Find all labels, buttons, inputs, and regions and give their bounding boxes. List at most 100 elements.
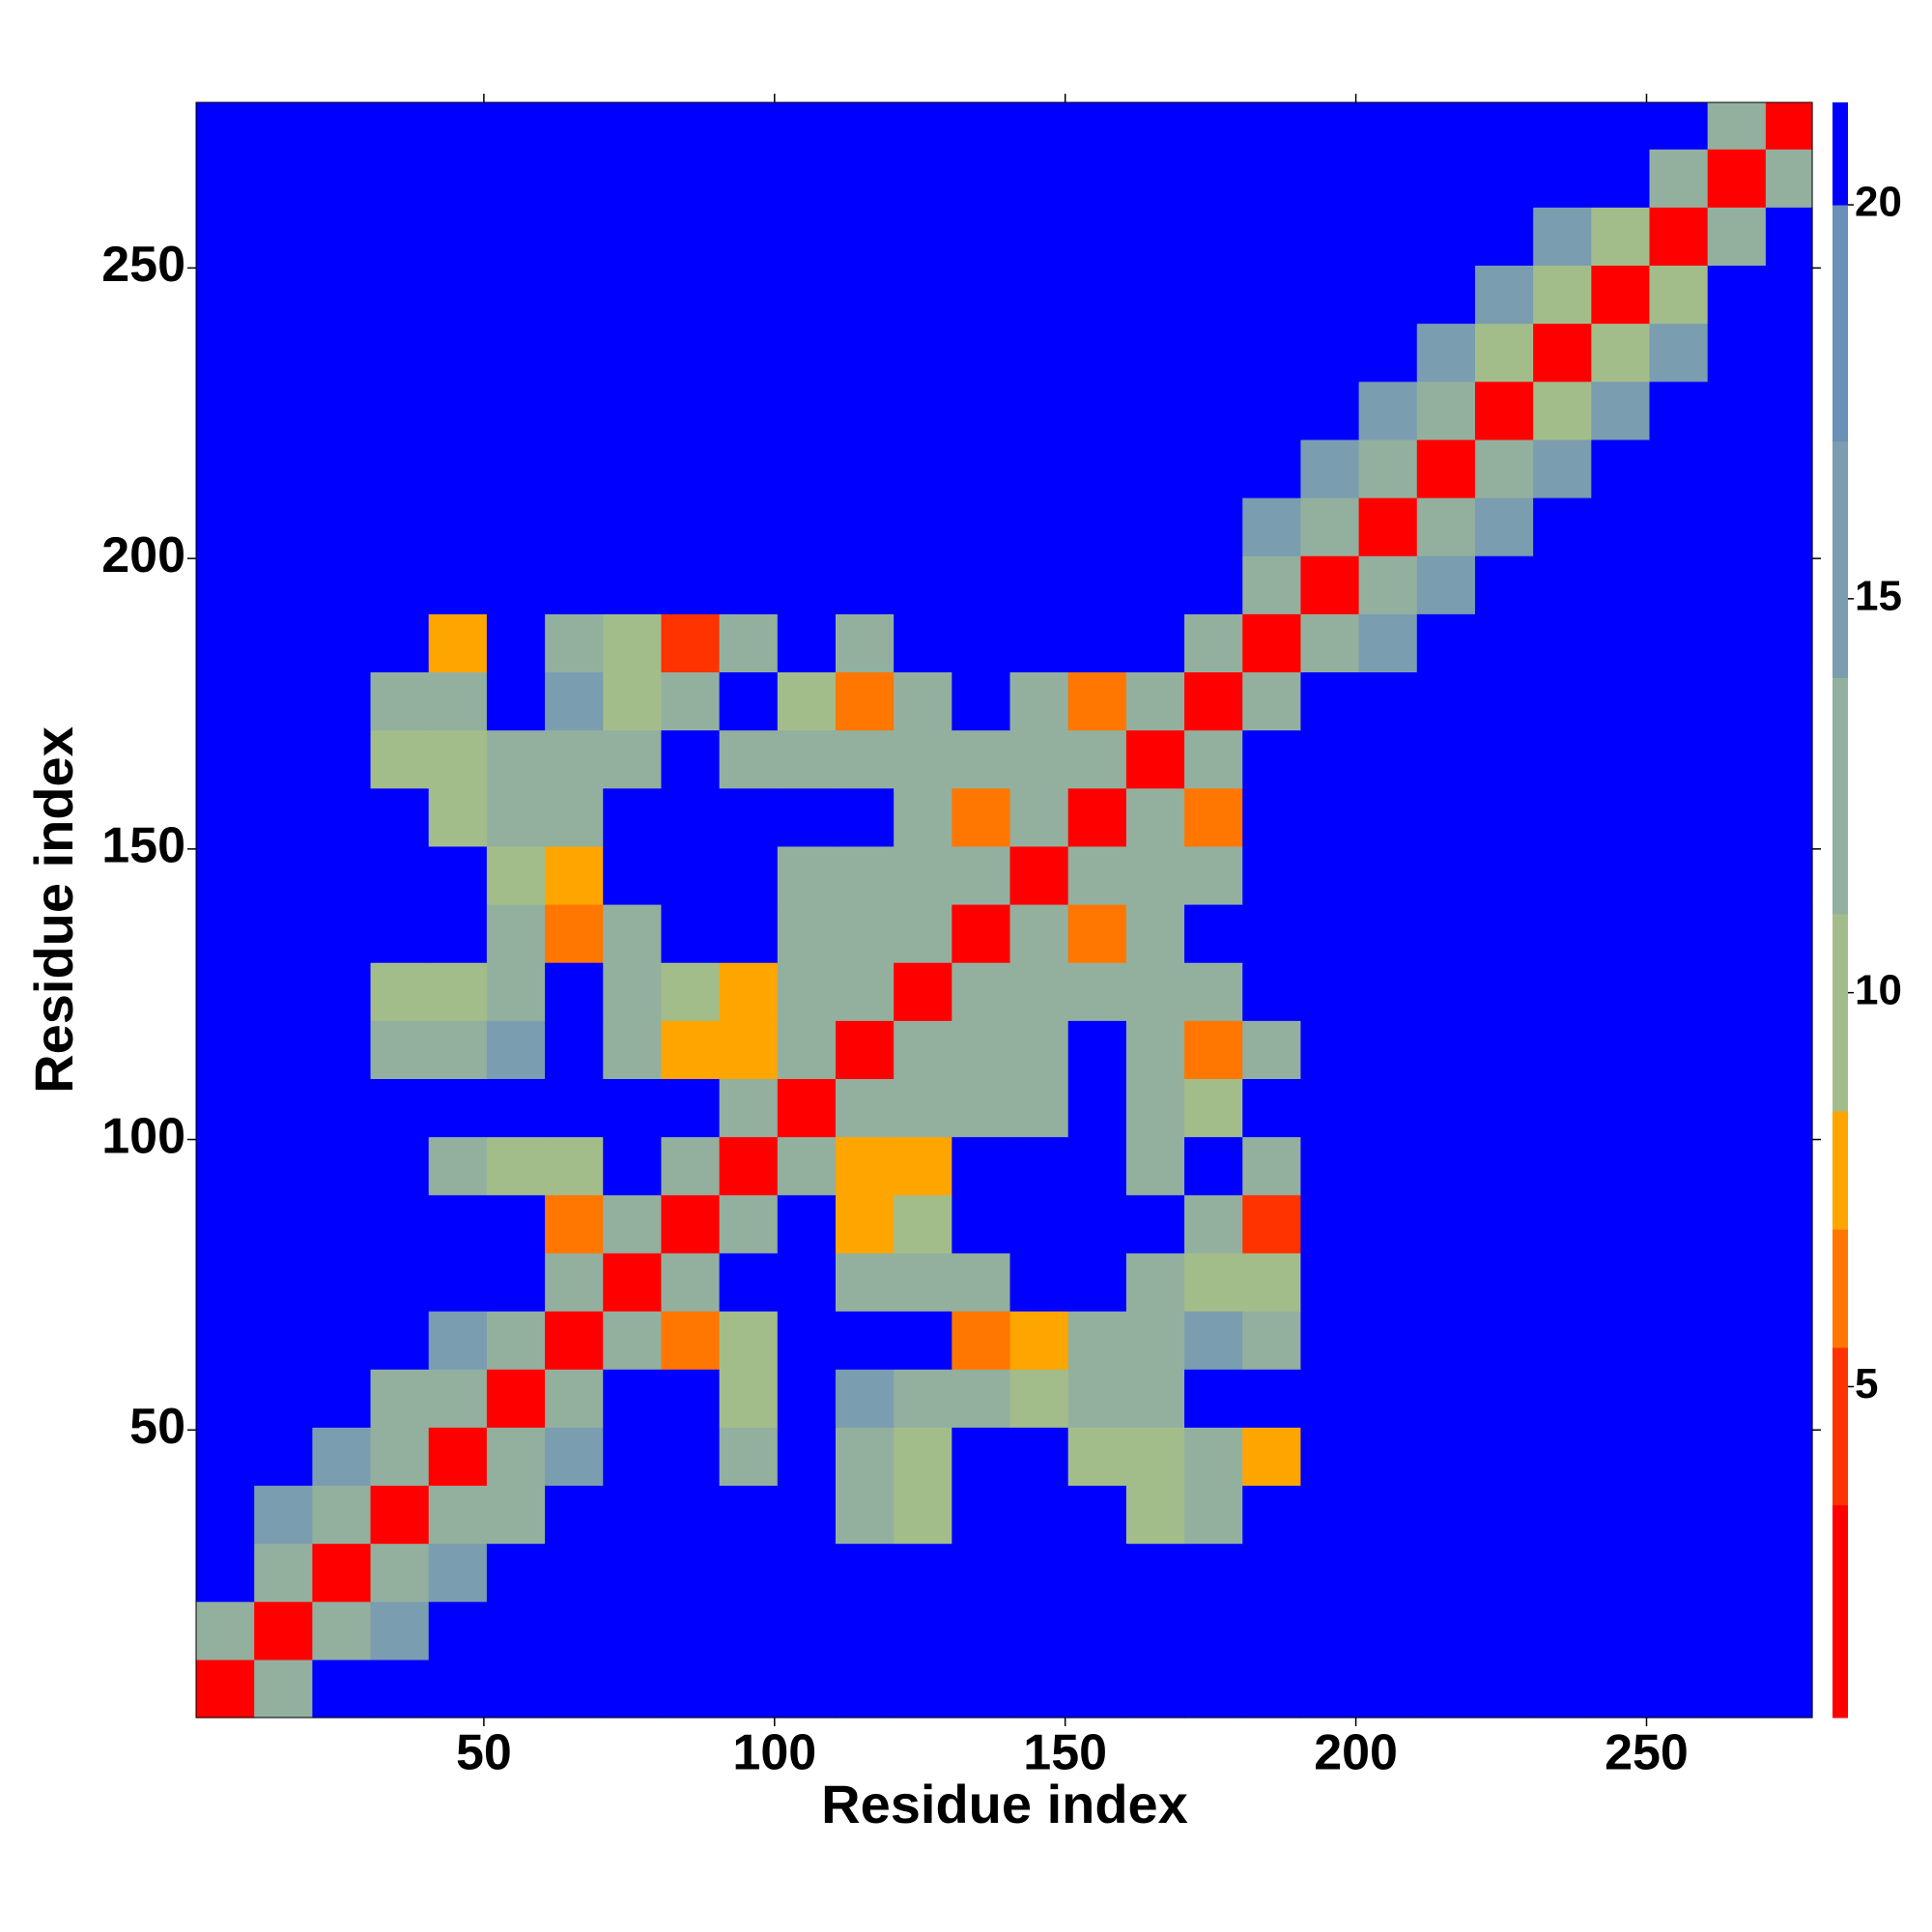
heatmap-cell [254,555,313,614]
heatmap-cell [428,207,488,267]
heatmap-cell [1242,1659,1302,1719]
heatmap-cell [1707,903,1767,963]
heatmap-cell [777,555,837,614]
heatmap-cell [1474,439,1534,498]
heatmap-cell [894,729,952,789]
heatmap-cell [1533,1310,1592,1370]
heatmap-cell [835,1194,895,1254]
heatmap-cell [1067,555,1127,614]
heatmap-cell [1184,613,1243,673]
heatmap-cell [1707,787,1767,847]
heatmap-cell [603,102,663,150]
heatmap-cell [1358,102,1418,150]
heatmap-cell [1009,613,1069,673]
heatmap-cell [1358,787,1418,847]
heatmap-cell [952,845,1011,905]
heatmap-cell [661,903,721,963]
y-tick-label: 150 [101,818,185,874]
heatmap-cell [894,1252,952,1312]
heatmap-cell [1416,149,1476,208]
heatmap-cell [835,1543,895,1603]
heatmap-cell [254,497,313,556]
colorbar-segment [1833,102,1848,206]
heatmap-cell [1533,1252,1592,1312]
heatmap-cell [1125,265,1185,325]
heatmap-cell [1533,1659,1592,1719]
heatmap-cell [1416,787,1476,847]
heatmap-cell [1125,1543,1185,1603]
heatmap-cell [545,962,604,1021]
heatmap-cell [894,1020,952,1080]
y-tick-label: 250 [101,237,185,293]
y-tick-label: 50 [129,1399,185,1455]
heatmap-cell [312,1543,372,1603]
heatmap-cell [196,845,255,905]
heatmap-cell [1474,1020,1534,1080]
heatmap-cell [777,1369,837,1428]
heatmap-cell [777,1310,837,1370]
heatmap-cell [312,439,372,498]
heatmap-cell [254,1078,313,1138]
heatmap-cell [254,439,313,498]
heatmap-cell [1242,497,1302,556]
heatmap-cell [1649,845,1709,905]
heatmap-cell [603,613,663,673]
heatmap-cell [486,1369,546,1428]
heatmap-cell [661,265,721,325]
heatmap-cell [1591,1136,1651,1196]
heatmap-cell [603,1543,663,1603]
heatmap-cell [719,265,779,325]
heatmap-cell [1533,1427,1592,1487]
heatmap-cell [1649,1136,1709,1196]
heatmap-cell [603,787,663,847]
heatmap-cell [894,1369,952,1428]
heatmap-cell [1707,1427,1767,1487]
heatmap-cell [1300,962,1360,1021]
heatmap-cell [254,323,313,383]
heatmap-cell [1765,613,1813,673]
heatmap-cell [719,497,779,556]
heatmap-cell [1649,323,1709,383]
heatmap-cell [1707,845,1767,905]
heatmap-cell [1358,1659,1418,1719]
heatmap-cell [1009,1659,1069,1719]
heatmap-cell [835,1427,895,1487]
heatmap-cell [486,962,546,1021]
heatmap-cell [1009,265,1069,325]
heatmap-cell [1707,497,1767,556]
heatmap-cell [1300,613,1360,673]
heatmap-cell [196,729,255,789]
heatmap-cell [1533,1543,1592,1603]
heatmap-cell [1242,102,1302,150]
y-tick-label: 200 [101,527,185,583]
heatmap-cell [661,787,721,847]
heatmap-cell [428,671,488,731]
heatmap-cell [1300,787,1360,847]
heatmap-cell [1300,1427,1360,1487]
heatmap-cell [1242,729,1302,789]
heatmap-cell [254,1485,313,1545]
heatmap-cell [835,845,895,905]
heatmap-cell [661,439,721,498]
heatmap-cell [486,845,546,905]
heatmap-cell [661,149,721,208]
heatmap-cell [1533,787,1592,847]
heatmap-cell [1533,962,1592,1021]
heatmap-cell [312,265,372,325]
heatmap-cell [661,1601,721,1661]
heatmap-cell [1416,1543,1476,1603]
heatmap-cell [1649,497,1709,556]
heatmap-cell [777,613,837,673]
heatmap-cell [1649,1543,1709,1603]
heatmap-cell [835,1659,895,1719]
heatmap-cell [254,962,313,1021]
heatmap-cell [1474,1136,1534,1196]
heatmap-cell [1765,323,1813,383]
heatmap-cell [486,555,546,614]
y-tick-label: 100 [101,1108,185,1164]
heatmap-cell [835,265,895,325]
heatmap-cell [1300,323,1360,383]
heatmap-cell [428,265,488,325]
heatmap-cell [1009,1543,1069,1603]
heatmap-cell [777,1601,837,1661]
